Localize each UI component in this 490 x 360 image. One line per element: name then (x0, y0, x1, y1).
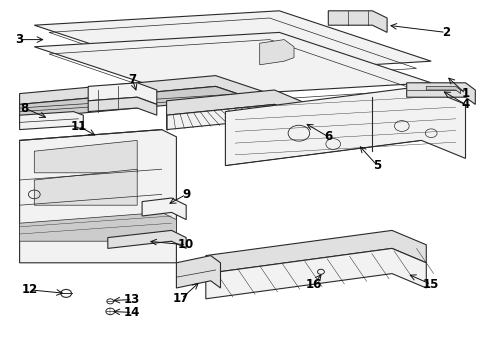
Text: 15: 15 (423, 278, 440, 291)
Text: 2: 2 (442, 26, 450, 39)
Text: 3: 3 (16, 33, 24, 46)
Polygon shape (426, 86, 461, 94)
Text: 13: 13 (124, 293, 141, 306)
Polygon shape (260, 40, 294, 65)
Text: 7: 7 (128, 73, 136, 86)
Text: 6: 6 (324, 130, 332, 143)
Text: 14: 14 (124, 306, 141, 319)
Polygon shape (34, 169, 137, 205)
Text: 11: 11 (70, 120, 87, 132)
Polygon shape (176, 256, 220, 288)
Polygon shape (20, 130, 176, 263)
Text: 1: 1 (462, 87, 469, 100)
Text: 5: 5 (373, 159, 381, 172)
Text: 10: 10 (178, 238, 195, 251)
Polygon shape (206, 230, 426, 274)
Polygon shape (34, 140, 137, 173)
Polygon shape (167, 90, 309, 119)
Text: 9: 9 (182, 188, 190, 201)
Polygon shape (108, 230, 186, 248)
Polygon shape (167, 104, 309, 133)
Polygon shape (142, 198, 186, 220)
Polygon shape (34, 11, 431, 76)
Polygon shape (20, 76, 270, 104)
Polygon shape (20, 212, 176, 241)
Text: 12: 12 (21, 283, 38, 296)
Polygon shape (20, 112, 83, 130)
Text: 8: 8 (21, 102, 28, 114)
Polygon shape (88, 83, 157, 104)
Polygon shape (206, 248, 426, 299)
Polygon shape (88, 97, 157, 115)
Polygon shape (225, 86, 466, 166)
Polygon shape (328, 11, 387, 32)
Text: 4: 4 (462, 98, 469, 111)
Text: 17: 17 (173, 292, 190, 305)
Text: 16: 16 (305, 278, 322, 291)
Polygon shape (407, 83, 475, 104)
Polygon shape (34, 32, 431, 97)
Polygon shape (20, 86, 270, 119)
